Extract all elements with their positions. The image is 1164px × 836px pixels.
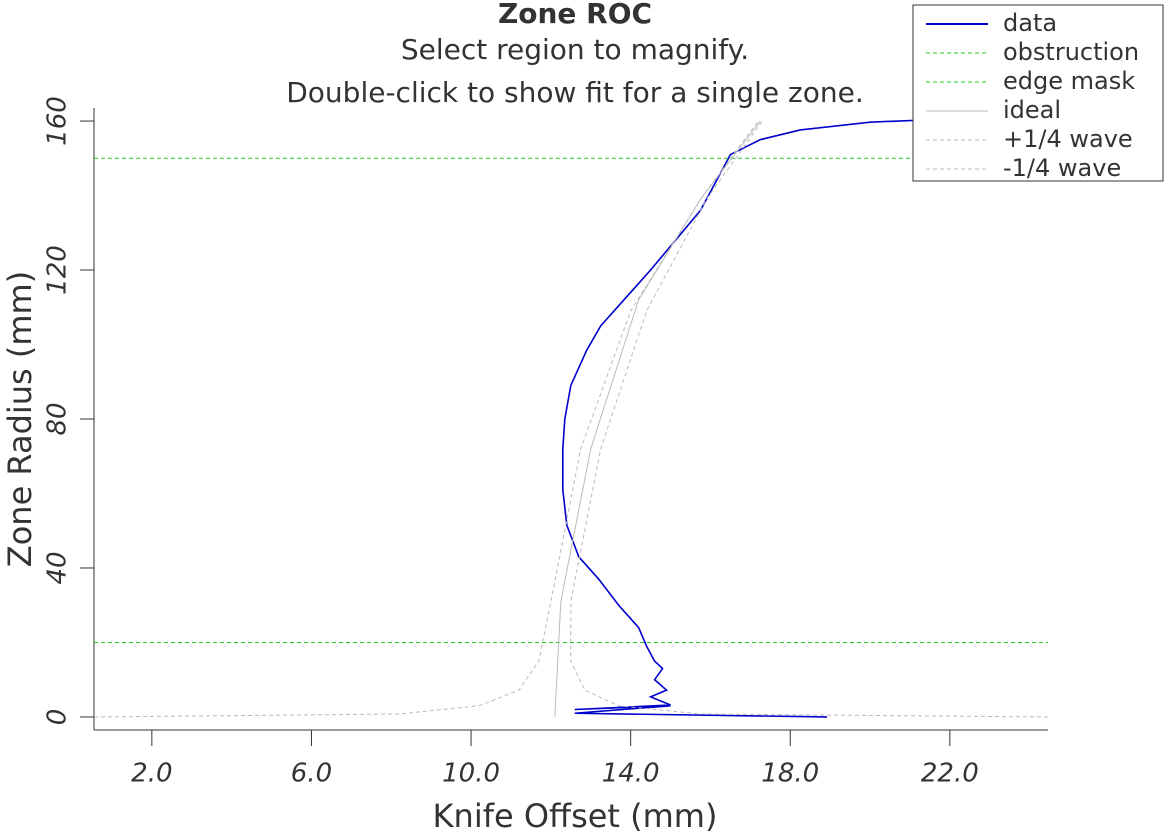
y-tick-label: 0 xyxy=(43,709,73,726)
legend-label: edge mask xyxy=(1003,67,1135,95)
y-tick-label: 40 xyxy=(43,551,73,584)
y-tick-label: 160 xyxy=(43,96,73,146)
y-tick-label: 80 xyxy=(43,402,73,435)
series-line xyxy=(570,120,1048,718)
y-axis-label: Zone Radius (mm) xyxy=(1,271,39,567)
series-line xyxy=(554,120,761,717)
chart-subtitle: Double-click to show fit for a single zo… xyxy=(286,76,864,109)
x-tick-label: 18.0 xyxy=(761,759,819,789)
plot-area xyxy=(94,119,1048,718)
x-tick-label: 22.0 xyxy=(921,759,979,789)
chart-subtitle: Select region to magnify. xyxy=(401,33,749,66)
x-tick-label: 2.0 xyxy=(131,759,172,789)
legend-label: obstruction xyxy=(1003,38,1139,66)
legend-label: ideal xyxy=(1003,96,1061,124)
legend-label: data xyxy=(1003,9,1057,37)
x-tick-label: 14.0 xyxy=(602,759,660,789)
y-tick-label: 120 xyxy=(43,245,73,295)
x-axis-label: Knife Offset (mm) xyxy=(433,797,718,835)
legend-label: -1/4 wave xyxy=(1003,154,1121,182)
chart-title: Zone ROC xyxy=(498,0,652,30)
series-line xyxy=(94,120,759,718)
legend-label: +1/4 wave xyxy=(1003,125,1133,153)
x-tick-label: 6.0 xyxy=(291,759,332,789)
x-tick-label: 10.0 xyxy=(442,759,500,789)
series-line xyxy=(562,119,926,718)
legend xyxy=(912,4,1164,182)
